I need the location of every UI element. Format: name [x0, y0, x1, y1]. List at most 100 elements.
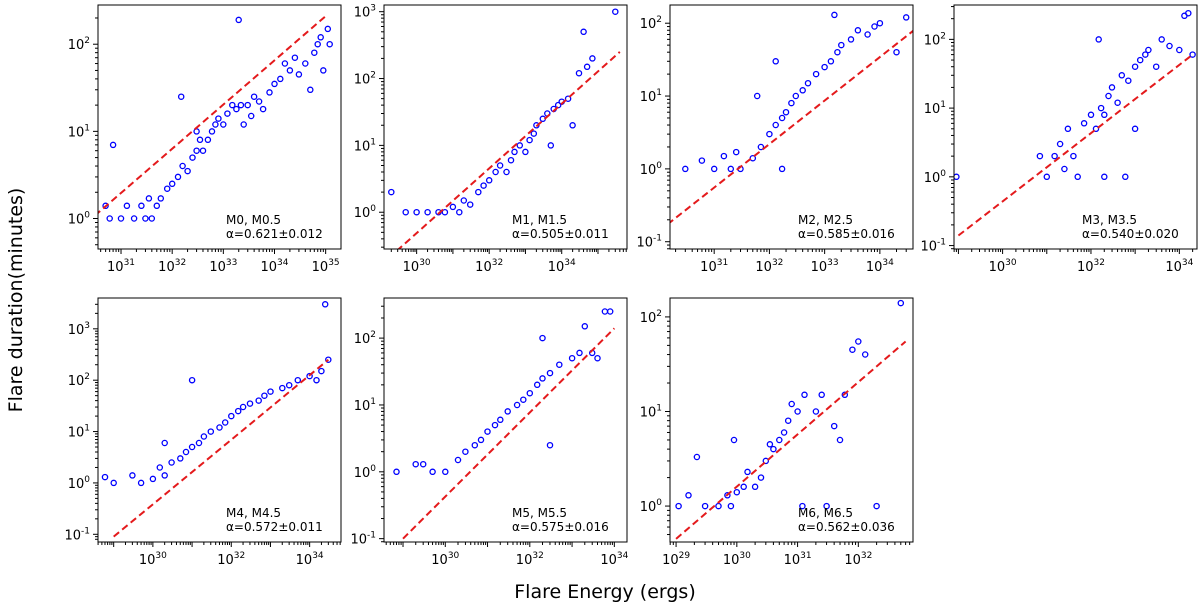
data-point — [841, 391, 849, 399]
data-point — [724, 492, 731, 499]
data-point — [556, 361, 563, 368]
data-point — [788, 400, 795, 408]
x-tick-label: 1030 — [723, 551, 751, 568]
data-point — [413, 208, 420, 216]
data-point — [149, 475, 157, 483]
data-point — [184, 167, 191, 175]
data-point — [847, 36, 855, 43]
data-point — [831, 11, 838, 19]
y-tick-label: 100 — [640, 498, 663, 515]
panel-annotation: M2, M2.5 — [798, 213, 853, 227]
y-tick-label: 10-1 — [64, 526, 90, 543]
data-point — [250, 93, 258, 100]
data-point — [462, 448, 469, 455]
data-point — [503, 168, 510, 176]
data-point — [234, 407, 242, 415]
data-point — [233, 105, 240, 113]
data-point — [733, 488, 741, 496]
y-tick-label: 101 — [68, 424, 90, 441]
data-point — [215, 115, 222, 122]
data-point — [279, 384, 286, 392]
data-point — [239, 403, 247, 411]
x-tick-label: 1032 — [475, 258, 503, 275]
data-point — [318, 367, 325, 375]
data-point — [1051, 152, 1058, 160]
data-point — [520, 396, 527, 403]
data-point — [412, 460, 419, 468]
data-point — [137, 479, 145, 487]
data-point — [174, 173, 182, 181]
panel-1: 1031 1032 1033 1034 1035 100 101 102 M0, M0.5α=0… — [68, 4, 342, 275]
data-point — [539, 334, 546, 342]
data-point — [237, 101, 245, 109]
data-point — [770, 445, 777, 453]
data-point — [516, 142, 524, 149]
data-point — [1152, 63, 1160, 70]
data-point — [1105, 92, 1112, 100]
data-point — [145, 195, 153, 202]
data-point — [106, 215, 113, 222]
data-point — [522, 148, 529, 156]
y-tick-label: 101 — [640, 88, 662, 105]
data-point — [460, 197, 468, 204]
x-tick-label: 1031 — [107, 258, 135, 275]
data-point — [838, 41, 845, 49]
y-tick-label: 103 — [354, 4, 376, 21]
data-point — [229, 101, 236, 109]
y-tick-label: 102 — [354, 330, 376, 347]
data-point — [456, 208, 463, 216]
data-point — [168, 459, 175, 466]
data-point — [199, 147, 207, 154]
data-point — [142, 215, 149, 222]
data-point — [1142, 51, 1149, 58]
data-point — [196, 136, 204, 144]
fit-line — [113, 358, 329, 538]
data-point — [804, 79, 812, 87]
data-point — [216, 424, 223, 431]
x-tick-label: 1034 — [600, 551, 628, 568]
axes-frame — [383, 4, 628, 250]
data-point — [454, 456, 462, 464]
data-point — [1108, 84, 1116, 91]
y-tick-label: 102 — [354, 71, 376, 88]
plot-area — [670, 11, 913, 224]
data-point — [526, 389, 534, 397]
data-point — [778, 165, 786, 173]
data-point — [1097, 104, 1105, 112]
data-point — [569, 122, 576, 129]
x-tick-label: 1034 — [548, 258, 576, 275]
data-point — [581, 323, 589, 330]
data-point — [873, 502, 880, 510]
data-point — [830, 422, 838, 430]
data-point — [675, 502, 682, 510]
data-point — [220, 121, 227, 128]
data-point — [307, 86, 314, 94]
x-tick-label: 1030 — [139, 551, 167, 568]
x-axis-title: Flare Energy (ergs) — [514, 581, 695, 603]
ticks — [379, 11, 627, 254]
data-point — [442, 468, 449, 476]
y-tick-label: 10-1 — [636, 234, 662, 251]
data-point — [101, 473, 109, 481]
panel-2: 1030 1032 1034 100 101 102 103 M1, M1.5α=0.505±… — [354, 4, 628, 275]
data-point — [477, 436, 485, 444]
data-point — [827, 58, 835, 65]
data-point — [533, 381, 541, 389]
data-point — [496, 162, 504, 169]
data-point — [1061, 165, 1068, 173]
data-point — [568, 354, 576, 362]
data-point — [698, 157, 706, 164]
data-point — [286, 67, 294, 74]
fit-line — [402, 327, 616, 540]
data-point — [799, 502, 806, 510]
y-tick-label: 102 — [640, 15, 662, 32]
axes-frame — [97, 4, 342, 250]
y-tick-label: 102 — [924, 31, 946, 48]
fit-line — [397, 51, 621, 249]
fit-line — [957, 53, 1194, 237]
alpha-annotation: α=0.585±0.016 — [798, 227, 895, 241]
y-tick-label: 100 — [924, 169, 947, 186]
data-point — [583, 63, 591, 71]
data-point — [1070, 152, 1077, 160]
data-point — [727, 502, 735, 510]
